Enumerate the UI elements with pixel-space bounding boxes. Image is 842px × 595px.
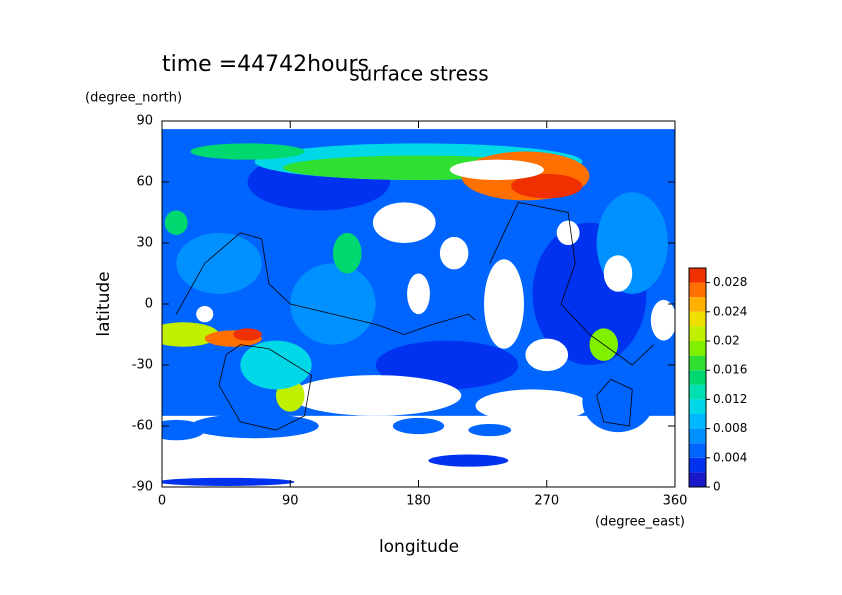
contour-fill	[162, 477, 295, 486]
chart-subtitle: time =44742hours	[162, 52, 369, 77]
contour-fill	[190, 413, 319, 439]
contour-fill	[290, 263, 376, 345]
colorbar-tick-label: 0.028	[713, 275, 747, 289]
colorbar-band	[689, 457, 706, 473]
blank-area	[196, 306, 214, 323]
blank-area	[475, 389, 590, 422]
colorbar-band	[689, 311, 706, 327]
blank-area	[439, 236, 469, 270]
colorbar-frame	[688, 267, 707, 488]
contour-fill	[582, 371, 654, 433]
x-tick-label: 90	[282, 494, 299, 509]
y-tick-label: 60	[136, 175, 153, 190]
blank-area	[484, 259, 524, 349]
blank-area	[603, 255, 633, 292]
y-unit: (degree_north)	[85, 91, 182, 106]
y-tick-label: 90	[136, 114, 153, 129]
y-tick-label: -90	[132, 480, 153, 495]
y-tick-label: -30	[132, 358, 153, 373]
colorbar-tick-label: 0.012	[713, 392, 747, 406]
y-tick-label: -60	[132, 419, 153, 434]
colorbar-band	[689, 268, 706, 283]
blank-area	[556, 220, 580, 246]
coastline	[596, 378, 633, 427]
contour-fill	[468, 423, 512, 437]
colorbar-band	[689, 399, 706, 414]
contour-fill	[164, 210, 188, 235]
colorbar-band	[689, 472, 706, 487]
contour-fill	[162, 322, 219, 347]
colorbar-band	[689, 443, 706, 458]
coastline	[218, 344, 313, 431]
contour-fill	[333, 232, 362, 274]
x-tick-label: 0	[158, 494, 166, 509]
colorbar-band	[689, 282, 706, 298]
colorbar-band	[689, 428, 706, 444]
colorbar-band	[689, 370, 706, 385]
blank-area	[407, 273, 430, 315]
contour-fill	[511, 173, 583, 199]
colorbar-tick-label: 0.016	[713, 363, 747, 377]
colorbar-band	[689, 326, 706, 341]
colorbar-tick-label: 0.024	[713, 304, 747, 318]
colorbar-band	[689, 384, 706, 400]
coastline	[489, 201, 654, 366]
x-unit: (degree_east)	[595, 515, 685, 530]
chart-title: surface stress	[349, 62, 488, 86]
colorbar-tick-label: 0.02	[713, 334, 740, 348]
x-tick-label: 360	[663, 494, 688, 509]
y-tick-label: 0	[145, 297, 153, 312]
contour-fill	[233, 328, 262, 341]
x-tick-label: 270	[534, 494, 559, 509]
blank-area	[449, 159, 544, 180]
colorbar-band	[689, 297, 706, 312]
colorbar-tick-label: 0.004	[713, 450, 747, 464]
contour-fill	[240, 340, 312, 390]
blank-area	[650, 299, 675, 341]
x-axis-label: longitude	[379, 537, 459, 557]
x-tick-label: 180	[406, 494, 431, 509]
colorbar-band	[689, 355, 706, 371]
blank-area	[372, 202, 436, 244]
coastline	[175, 232, 476, 335]
contour-fill	[176, 232, 262, 294]
colorbar-tick-label: 0.008	[713, 421, 747, 435]
contour-field	[162, 129, 675, 486]
colorbar-tick-label: 0	[713, 480, 721, 494]
contour-fill	[190, 143, 305, 160]
y-axis-label: latitude	[94, 271, 114, 336]
contour-fill	[428, 454, 509, 467]
contour-fill	[392, 417, 445, 435]
y-tick-label: 30	[136, 236, 153, 251]
blank-area	[525, 338, 569, 372]
colorbar-band	[689, 341, 706, 356]
blank-area	[290, 375, 462, 416]
colorbar-band	[689, 414, 706, 429]
